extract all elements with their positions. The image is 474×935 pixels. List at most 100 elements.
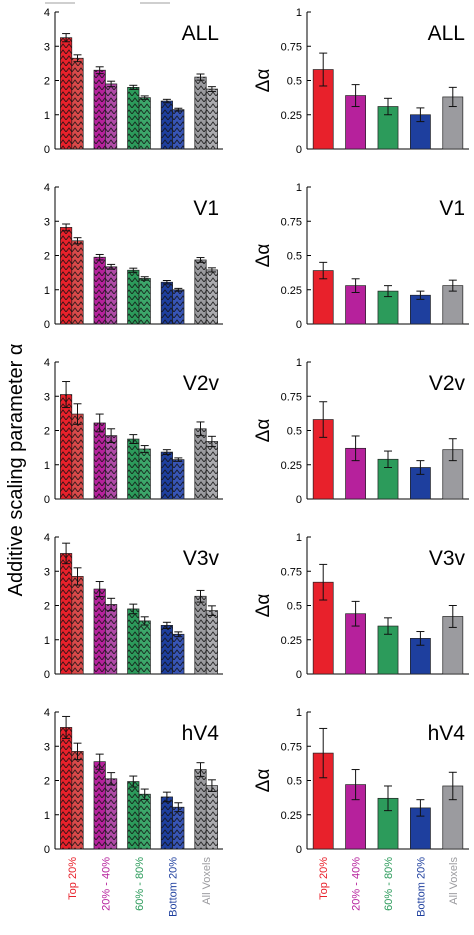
bar-hatch: [194, 596, 207, 674]
panel-title: ALL: [428, 22, 465, 45]
y-tick-label: 0.75: [281, 741, 302, 753]
bar-hatch: [71, 576, 84, 674]
bar-hatch: [71, 58, 84, 149]
y-tick-label: 0: [44, 144, 50, 156]
y-tick-label: 0.5: [287, 426, 302, 438]
bar-hatch: [194, 259, 207, 324]
panel-title: V3v: [429, 547, 466, 570]
panel-title: V2v: [183, 372, 220, 395]
y-tick-label: 3: [44, 41, 50, 53]
panel-v3v-left: 0 1 2 3 4 V3v: [44, 532, 223, 681]
bar-hatch: [127, 608, 139, 674]
panel-title: V3v: [183, 547, 220, 570]
bar-hatch: [127, 87, 139, 149]
y-axis-label: Δα: [253, 769, 274, 793]
bar-hatch: [71, 414, 84, 499]
y-tick-label: 0.25: [281, 285, 302, 297]
y-tick-label: 2: [44, 776, 50, 788]
bar-hatch: [71, 240, 84, 324]
y-tick-label: 0.75: [281, 566, 302, 578]
bar-hatch: [127, 781, 139, 849]
bar-hatch: [172, 634, 185, 674]
y-axis-label: Δα: [253, 419, 274, 443]
bar-hatch: [172, 289, 185, 324]
category-label-left: Bottom 20%: [168, 857, 180, 917]
category-label-right: Bottom 20%: [415, 857, 427, 917]
y-tick-label: 2: [44, 426, 50, 438]
bar-hatch: [93, 422, 106, 499]
y-tick-label: 0.25: [281, 810, 302, 822]
y-tick-label: 0.75: [281, 216, 302, 228]
y-tick-label: 1: [296, 357, 302, 369]
panel-v3v-right: 0 0.25 0.5 0.75 1 V3v Δα: [253, 532, 469, 681]
panel-title: hV4: [182, 722, 220, 745]
y-axis-label-left: Additive scaling parameter α: [5, 344, 27, 597]
category-label-right: All Voxels: [448, 857, 460, 905]
y-tick-label: 4: [44, 357, 50, 369]
y-axis-label: Δα: [253, 69, 274, 93]
category-labels: Top 20% 20% - 40% 60% - 80% Bottom 20% All V…: [67, 857, 460, 917]
y-tick-label: 0.75: [281, 41, 302, 53]
panels-container: 0 1 2 3 4 ALL 0 0.25 0.5 0.75 1 ALL Δα 0 1 2 3 4 V1 0 0.25 0.…: [44, 7, 469, 856]
y-tick-label: 0.25: [281, 635, 302, 647]
panel-hv4-left: 0 1 2 3 4 hV4: [44, 707, 223, 856]
bar-hatch: [206, 269, 218, 324]
y-tick-label: 1: [296, 532, 302, 544]
bar-hatch: [139, 97, 151, 149]
y-tick-label: 0: [296, 494, 302, 506]
y-tick-label: 2: [44, 251, 50, 263]
bar-hatch: [105, 778, 117, 849]
panel-v2v-left: 0 1 2 3 4 V2v: [44, 357, 223, 506]
panel-v1-right: 0 0.25 0.5 0.75 1 V1 Δα: [253, 182, 469, 331]
bar-hatch: [139, 278, 151, 324]
y-tick-label: 1: [296, 182, 302, 194]
y-tick-label: 4: [44, 7, 50, 19]
y-tick-label: 0.5: [287, 601, 302, 613]
y-tick-label: 0: [44, 319, 50, 331]
y-tick-label: 0: [44, 494, 50, 506]
y-tick-label: 4: [44, 707, 50, 719]
y-tick-label: 1: [44, 110, 50, 122]
y-tick-label: 3: [44, 216, 50, 228]
bar-hatch: [105, 83, 117, 149]
bar-hatch: [127, 270, 139, 324]
y-axis-label: Δα: [253, 594, 274, 618]
category-label-left: Top 20%: [67, 857, 79, 900]
bar-hatch: [172, 109, 185, 149]
category-label-right: Top 20%: [318, 857, 330, 900]
y-tick-label: 1: [44, 285, 50, 297]
y-tick-label: 3: [44, 391, 50, 403]
panel-v2v-right: 0 0.25 0.5 0.75 1 V2v Δα: [253, 357, 469, 506]
y-tick-label: 4: [44, 532, 50, 544]
bar-hatch: [194, 77, 207, 149]
panel-title: ALL: [182, 22, 219, 45]
bar-hatch: [93, 761, 106, 849]
bar-hatch: [60, 37, 72, 149]
category-label-left: All Voxels: [201, 857, 213, 905]
y-tick-label: 0: [296, 144, 302, 156]
bar-hatch: [161, 625, 173, 674]
bar-hatch: [172, 807, 185, 849]
y-tick-label: 0: [296, 844, 302, 856]
y-tick-label: 3: [44, 566, 50, 578]
y-tick-label: 4: [44, 182, 50, 194]
bar-hatch: [105, 435, 117, 499]
bar-hatch: [206, 785, 218, 849]
bar-hatch: [206, 441, 218, 499]
y-tick-label: 0.5: [287, 251, 302, 263]
panel-title: V1: [439, 197, 465, 220]
y-tick-label: 2: [44, 601, 50, 613]
panel-title: hV4: [428, 722, 466, 745]
panel-title: V2v: [429, 372, 466, 395]
y-tick-label: 0.25: [281, 110, 302, 122]
bar-hatch: [71, 751, 84, 849]
y-tick-label: 1: [44, 810, 50, 822]
y-tick-label: 0: [44, 669, 50, 681]
y-tick-label: 0.25: [281, 460, 302, 472]
bar-hatch: [60, 727, 72, 849]
y-tick-label: 1: [44, 460, 50, 472]
top-residue: [45, 2, 170, 4]
y-tick-label: 0.5: [287, 776, 302, 788]
panel-all-right: 0 0.25 0.5 0.75 1 ALL Δα: [253, 7, 469, 156]
